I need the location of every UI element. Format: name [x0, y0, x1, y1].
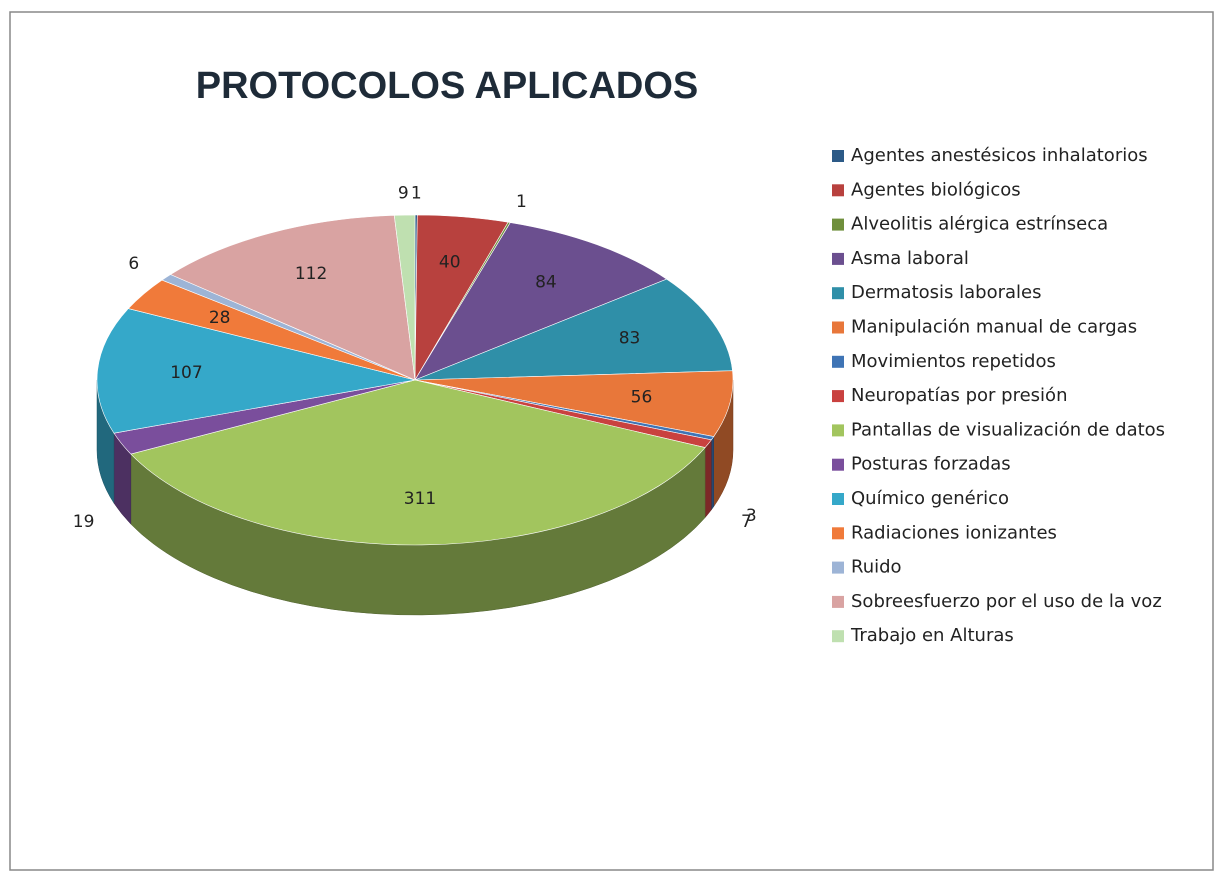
pie-tops — [96, 214, 734, 546]
legend-label: Pantallas de visualización de datos — [851, 419, 1165, 440]
legend-label: Químico genérico — [851, 488, 1009, 509]
data-label: 311 — [404, 489, 436, 509]
data-label: 40 — [439, 253, 461, 273]
legend-swatch — [832, 252, 844, 265]
pie-side — [704, 439, 712, 519]
legend-swatch — [832, 561, 844, 574]
legend-swatch — [832, 630, 844, 643]
legend-swatch — [832, 355, 844, 368]
legend-label: Asma laboral — [851, 248, 969, 269]
legend-label: Movimientos repetidos — [851, 351, 1056, 372]
pie-slice — [96, 308, 416, 434]
data-label: 6 — [128, 254, 139, 274]
legend-label: Posturas forzadas — [851, 454, 1011, 475]
data-label: 1 — [516, 192, 527, 212]
legend-label: Manipulación manual de cargas — [851, 317, 1137, 338]
legend-label: Sobreesfuerzo por el uso de la voz — [851, 591, 1162, 612]
pie-slice — [393, 214, 416, 381]
legend-label: Ruido — [851, 557, 902, 578]
data-label: 112 — [295, 264, 327, 284]
data-label: 84 — [535, 273, 557, 293]
legend-label: Alveolitis alérgica estrínseca — [851, 214, 1108, 235]
legend: Agentes anestésicos inhalatorios Agentes … — [832, 145, 1165, 646]
data-labels: 1 40 1 84 83 56 37 311 19 107 28 6 112 9 — [73, 184, 757, 533]
data-label: 107 — [170, 363, 202, 383]
data-label: 7 — [741, 512, 752, 532]
legend-label: Agentes biológicos — [851, 179, 1021, 200]
pie-slice — [414, 370, 734, 437]
data-label: 19 — [73, 512, 95, 532]
legend-swatch — [832, 184, 844, 197]
legend-swatch — [832, 493, 844, 505]
data-label: 56 — [631, 387, 653, 407]
chart-title: PROTOCOLOS APLICADOS — [196, 65, 698, 107]
data-label: 83 — [619, 328, 641, 348]
legend-swatch — [832, 424, 844, 437]
legend-swatch — [832, 218, 844, 231]
pie-slice — [130, 379, 706, 546]
legend-swatch — [832, 458, 844, 471]
legend-label: Radiaciones ionizantes — [851, 522, 1057, 543]
pie-slice — [169, 215, 416, 381]
data-label: 9 — [398, 184, 409, 204]
legend-swatch — [832, 287, 844, 300]
pie-slice — [414, 278, 733, 381]
legend-label: Dermatosis laborales — [851, 282, 1042, 303]
legend-label: Trabajo en Alturas — [850, 625, 1014, 646]
legend-swatch — [832, 150, 844, 162]
frame — [9, 11, 1214, 871]
legend-swatch — [832, 321, 844, 334]
legend-label: Neuropatías por presión — [851, 385, 1067, 406]
data-label: 3 — [746, 506, 757, 526]
legend-swatch — [832, 390, 844, 403]
data-label: 1 — [411, 184, 422, 204]
pie-slice — [414, 222, 668, 381]
legend-swatch — [832, 595, 844, 608]
legend-label: Agentes anestésicos inhalatorios — [851, 145, 1148, 166]
legend-swatch — [832, 527, 844, 540]
data-label: 28 — [209, 308, 231, 328]
pie-side — [711, 435, 715, 511]
